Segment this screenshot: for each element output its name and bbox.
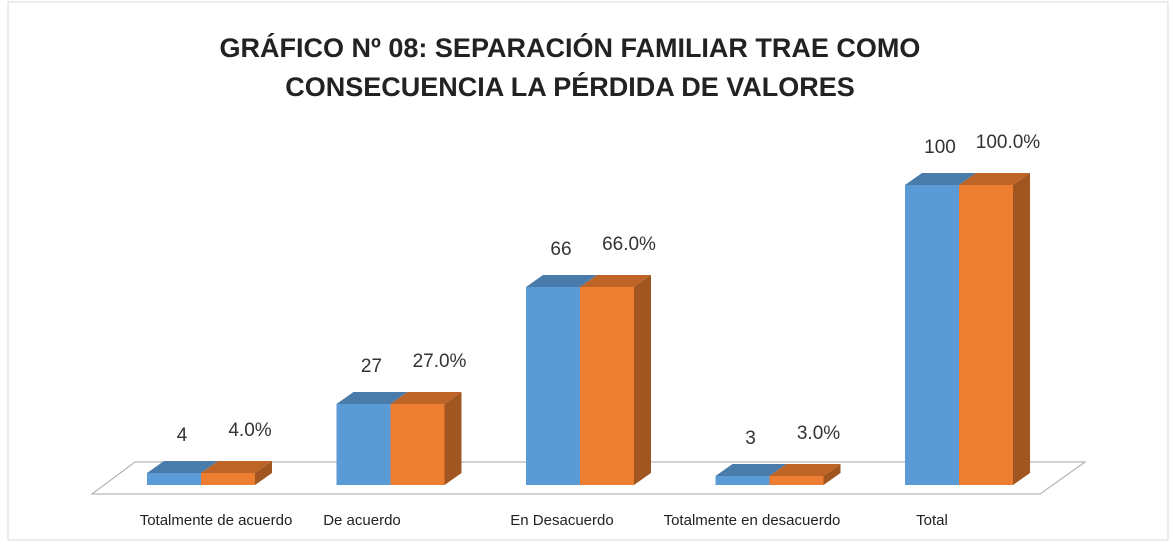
bar-top: [769, 464, 841, 476]
data-label: 3.0%: [797, 423, 840, 444]
bar-top: [580, 275, 651, 287]
bar-side: [444, 392, 462, 485]
bar-top: [390, 392, 462, 404]
x-tick-label: De acuerdo: [323, 512, 401, 529]
x-tick-label: Totalmente en desacuerdo: [664, 512, 841, 529]
bar: [390, 404, 445, 485]
data-label: 3: [745, 428, 756, 449]
bar-top: [526, 275, 597, 287]
data-label: 4: [177, 425, 188, 446]
chart-title: CONSECUENCIA LA PÉRDIDA DE VALORES: [285, 71, 855, 102]
data-label: 4.0%: [228, 420, 271, 441]
chart-title: GRÁFICO Nº 08: SEPARACIÓN FAMILIAR TRAE …: [220, 32, 921, 63]
bar-top: [201, 461, 272, 473]
bar-side: [255, 461, 272, 485]
bar-top: [905, 173, 976, 185]
data-label: 66: [550, 239, 571, 260]
bar: [580, 287, 634, 485]
bar-side: [823, 464, 841, 485]
bar-top: [959, 173, 1030, 185]
bar-top: [336, 392, 408, 404]
bar: [336, 404, 391, 485]
bar: [905, 185, 959, 485]
data-label: 27: [361, 356, 382, 377]
bar-side: [634, 275, 651, 485]
data-label: 27.0%: [413, 351, 467, 372]
data-label: 66.0%: [602, 234, 656, 255]
bar: [526, 287, 580, 485]
data-label: 100: [924, 137, 956, 158]
x-tick-label: En Desacuerdo: [510, 512, 613, 529]
bar: [769, 476, 824, 485]
bar: [201, 473, 255, 485]
bar-top: [147, 461, 218, 473]
bar: [147, 473, 201, 485]
x-tick-label: Total: [916, 512, 948, 529]
x-tick-label: Totalmente de acuerdo: [140, 512, 293, 529]
bar-top: [715, 464, 787, 476]
data-label: 100.0%: [976, 132, 1041, 153]
bar-side: [1013, 173, 1030, 485]
bar: [959, 185, 1013, 485]
bar: [715, 476, 770, 485]
